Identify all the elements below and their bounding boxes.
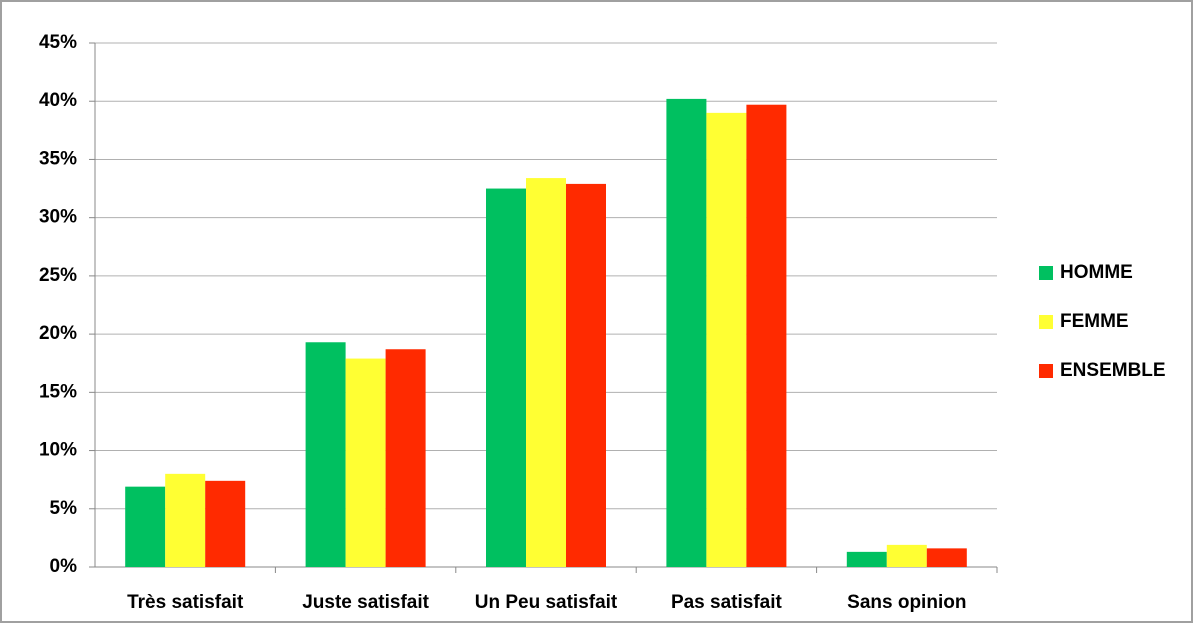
y-tick-label: 45% — [39, 32, 77, 53]
y-tick-label: 5% — [50, 498, 78, 519]
x-tick-label: Sans opinion — [847, 592, 966, 613]
bar — [566, 183, 606, 568]
bar — [205, 480, 246, 567]
legend-swatch — [1039, 266, 1053, 280]
legend-swatch — [1039, 364, 1053, 378]
bar — [846, 551, 887, 567]
y-tick-label: 40% — [39, 90, 77, 111]
bar — [486, 188, 526, 568]
x-tick-label: Un Peu satisfait — [475, 592, 618, 613]
bar — [165, 473, 206, 567]
bar — [746, 104, 787, 568]
bar — [666, 98, 707, 567]
y-tick-label: 35% — [39, 148, 77, 169]
x-tick-label: Très satisfait — [127, 592, 244, 613]
legend-label: HOMME — [1060, 262, 1133, 283]
x-tick-label: Pas satisfait — [671, 592, 783, 613]
y-tick-label: 20% — [39, 323, 77, 344]
y-tick-label: 25% — [39, 265, 77, 286]
legend-swatch — [1039, 315, 1053, 329]
y-tick-label: 15% — [39, 381, 77, 402]
bar — [385, 349, 426, 567]
bar — [526, 178, 566, 567]
bar — [305, 342, 346, 567]
bar — [345, 358, 386, 567]
y-tick-label: 0% — [50, 556, 78, 577]
bar — [926, 548, 967, 567]
x-tick-label: Juste satisfait — [302, 592, 429, 613]
legend-label: FEMME — [1060, 311, 1129, 332]
bar — [706, 112, 747, 567]
y-tick-label: 30% — [39, 207, 77, 228]
bar — [886, 544, 927, 567]
bar — [125, 486, 166, 567]
legend-label: ENSEMBLE — [1060, 360, 1166, 381]
y-tick-label: 10% — [39, 440, 77, 461]
